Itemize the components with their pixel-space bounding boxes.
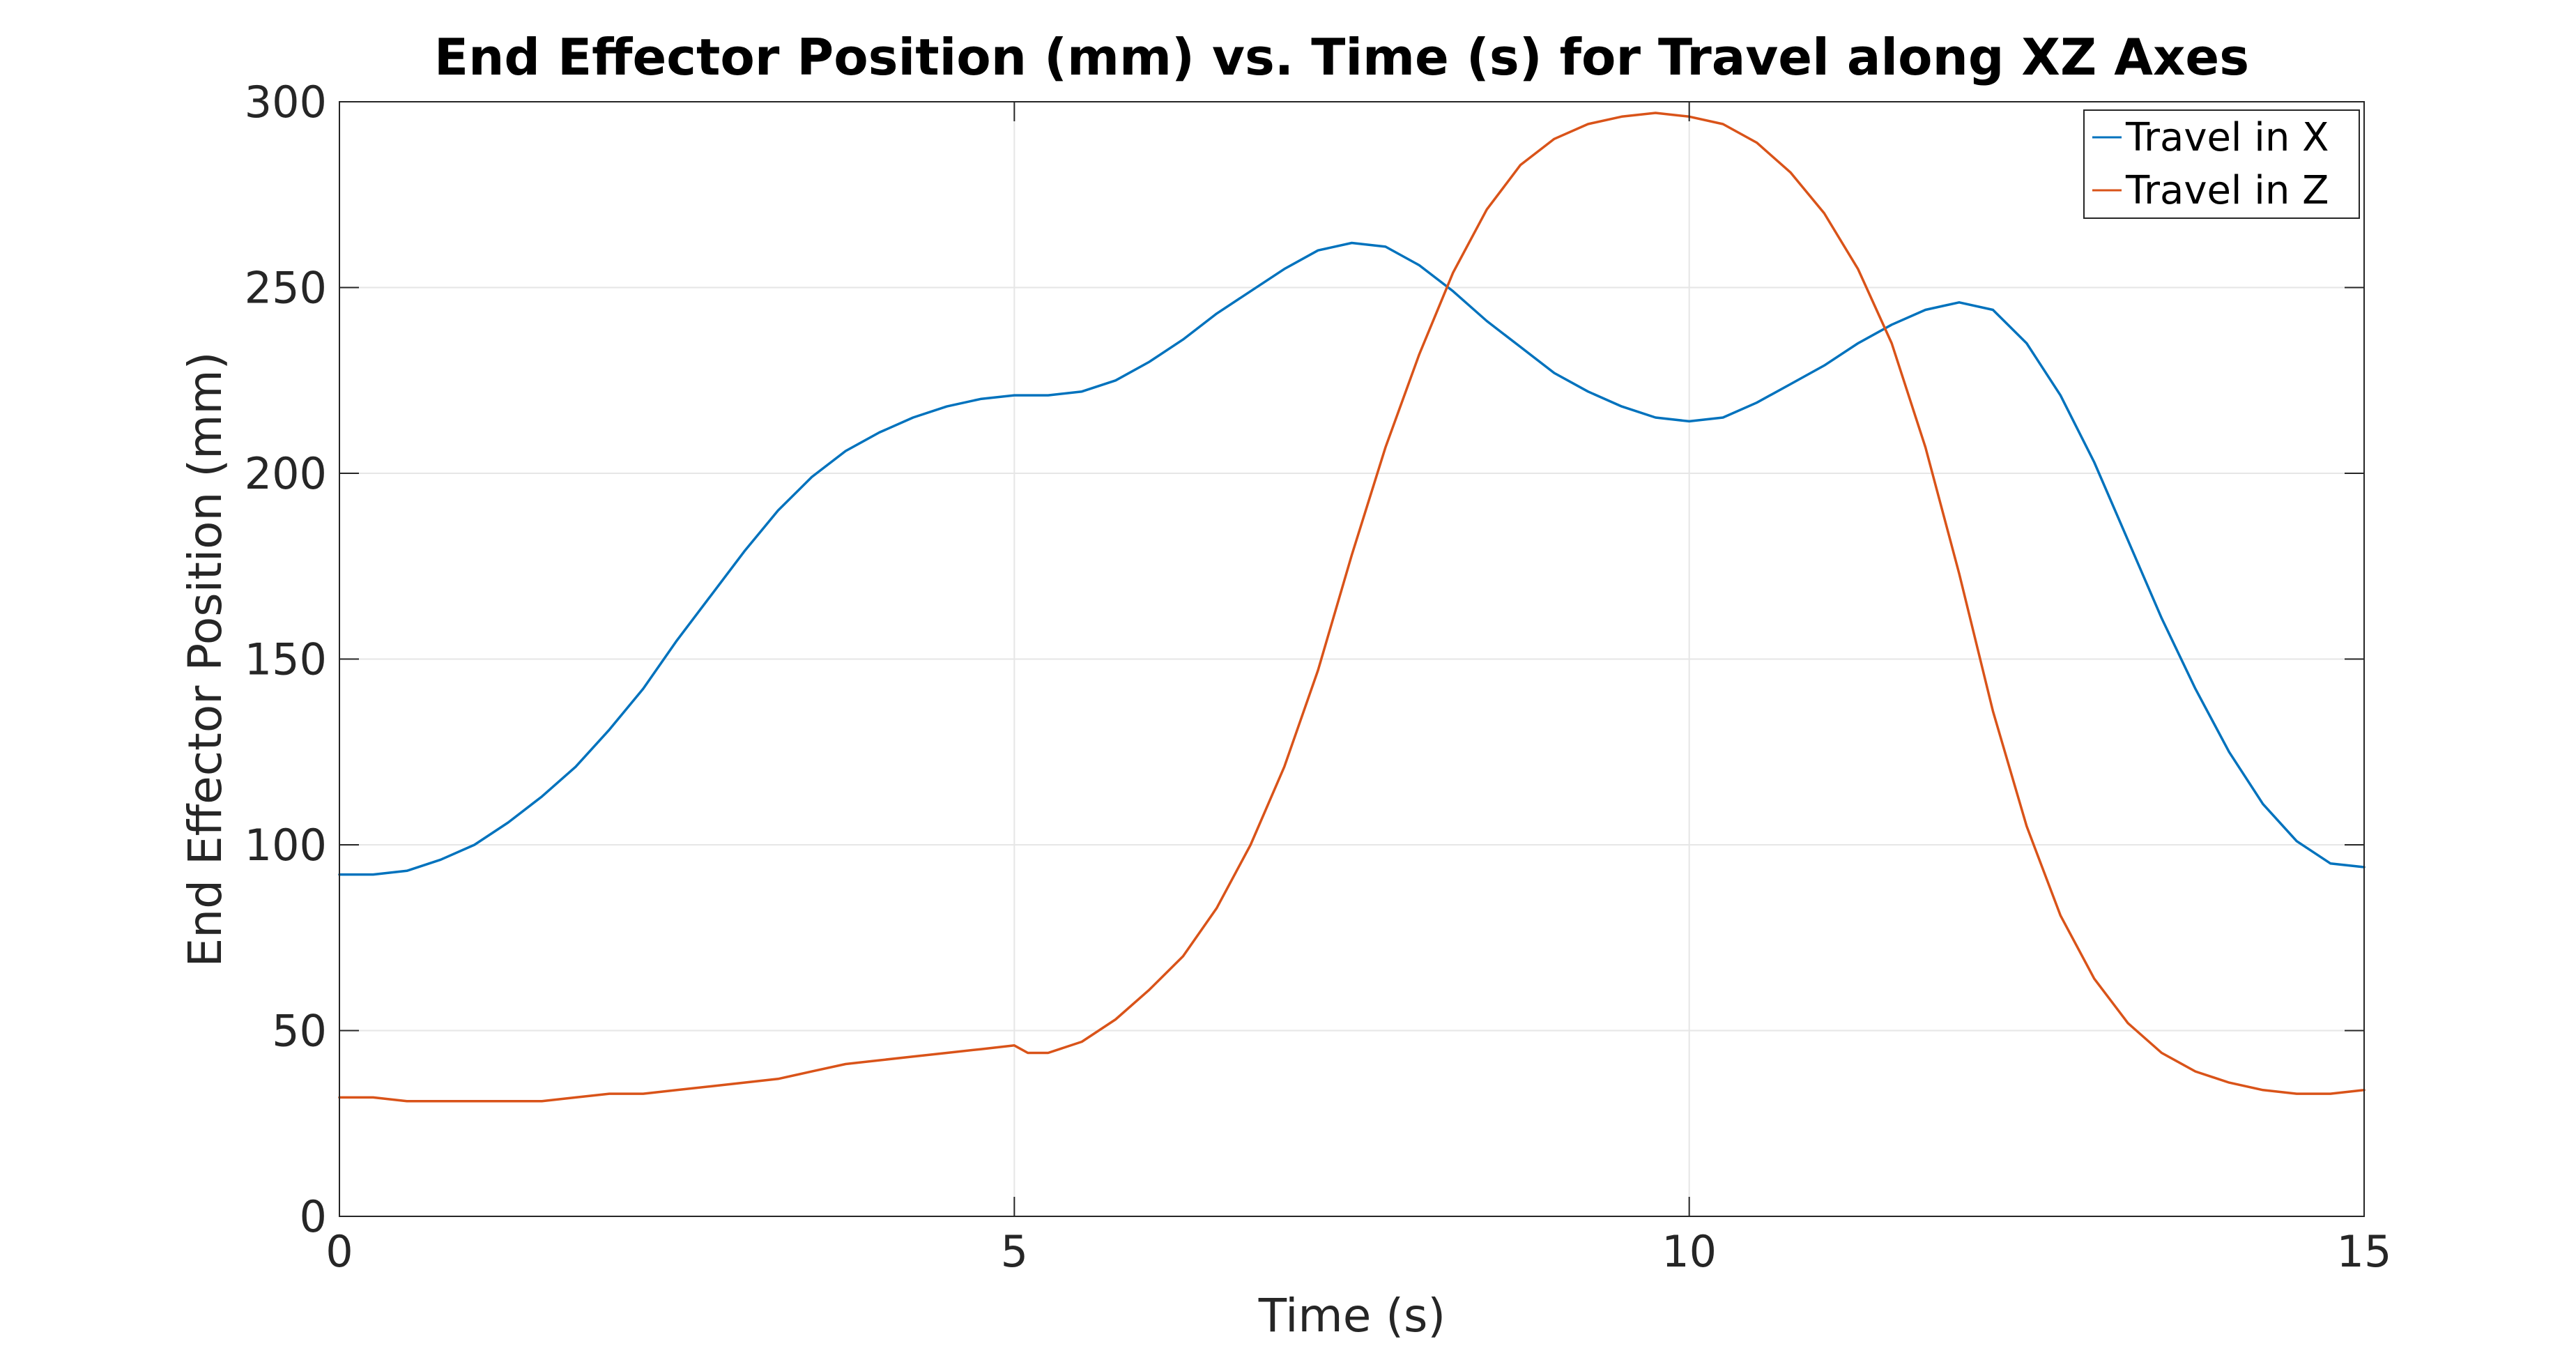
- y-tick-labels: 0 50 100 150 200 250 300: [245, 77, 327, 1242]
- legend-label-z: Travel in Z: [2125, 168, 2329, 213]
- x-tick-label: 0: [325, 1226, 353, 1277]
- plot-area: [338, 101, 2366, 1217]
- legend-label-x: Travel in X: [2125, 115, 2329, 160]
- x-tick-label: 15: [2337, 1226, 2392, 1277]
- legend: Travel in X Travel in Z: [2083, 109, 2360, 219]
- legend-box: [2083, 109, 2360, 219]
- y-tick-label: 0: [300, 1191, 327, 1242]
- series-lines: [338, 112, 2366, 1103]
- series-line-travel-in-x: [338, 241, 2366, 876]
- x-tick-labels: 0 5 10 15: [325, 1226, 2391, 1277]
- y-tick-label: 200: [245, 448, 327, 499]
- y-tick-label: 250: [245, 263, 327, 314]
- x-tick-label: 10: [1662, 1226, 1717, 1277]
- y-tick-label: 300: [245, 77, 327, 128]
- chart-title: End Effector Position (mm) vs. Time (s) …: [434, 28, 2249, 86]
- x-axis-label: Time (s): [1258, 1289, 1446, 1343]
- x-tick-label: 5: [1001, 1226, 1028, 1277]
- y-axis-label: End Effector Position (mm): [178, 352, 232, 968]
- series-line-travel-in-z: [338, 112, 2366, 1103]
- axis-ticks: [339, 101, 2365, 1217]
- y-tick-label: 50: [272, 1006, 327, 1057]
- y-tick-label: 150: [245, 634, 327, 685]
- y-tick-label: 100: [245, 820, 327, 871]
